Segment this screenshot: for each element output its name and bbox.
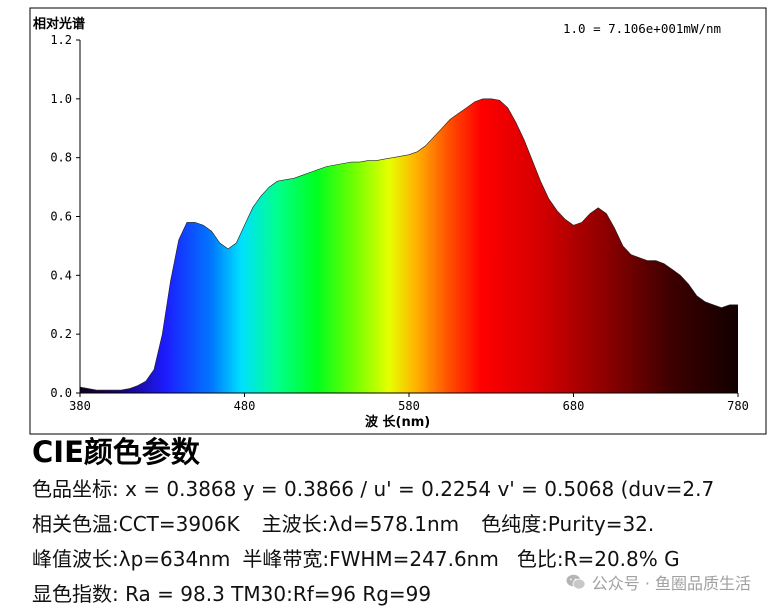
color-ratio: 色比:R=20.8% G (516, 547, 680, 571)
peak-wavelength: 峰值波长:λp=634nm (32, 547, 231, 571)
x-tick-label: 480 (234, 399, 256, 413)
fwhm-value: 半峰带宽:FWHM=247.6nm (242, 547, 499, 571)
watermark: 公众号 · 鱼圈品质生活 (566, 570, 751, 594)
y-tick-label: 0.0 (50, 386, 72, 400)
dominant-wavelength: 主波长:λd=578.1nm (261, 512, 460, 536)
cie-title: CIE颜色参数 (32, 435, 200, 469)
spectrum-area (80, 98, 738, 394)
spectrum-line (79, 98, 738, 391)
cie-parameters: CIE颜色参数 色品坐标: x = 0.3868 y = 0.3866 / u'… (32, 432, 771, 612)
watermark-text: 公众号 · 鱼圈品质生活 (591, 574, 751, 593)
x-tick-label: 780 (727, 399, 749, 413)
y-tick-label: 1.2 (50, 33, 72, 47)
chromaticity-line: 色品坐标: x = 0.3868 y = 0.3866 / u' = 0.225… (32, 477, 715, 501)
y-tick-label: 1.0 (50, 92, 72, 106)
y-ticks: 0.0 0.2 0.4 0.6 0.8 1.0 1.2 (50, 33, 80, 400)
color-purity: 色纯度:Purity=32. (481, 512, 655, 536)
cct-line: 相关色温:CCT=3906K 主波长:λd=578.1nm 色纯度:Purity=3… (32, 507, 771, 542)
peak-line: 峰值波长:λp=634nm 半峰带宽:FWHM=247.6nm 色比:R=20.8%… (32, 542, 771, 577)
x-tick-label: 680 (563, 399, 585, 413)
x-tick-label: 380 (69, 399, 91, 413)
cct-value: 相关色温:CCT=3906K (32, 512, 240, 536)
y-tick-label: 0.4 (50, 268, 72, 282)
x-ticks: 380 480 580 680 780 (69, 393, 749, 413)
x-axis-label: 波 长(nm) (365, 414, 430, 430)
scale-note: 1.0 = 7.106e+001mW/nm (563, 21, 721, 36)
y-tick-label: 0.8 (50, 151, 72, 165)
y-tick-label: 0.2 (50, 327, 72, 341)
plot-frame (29, 7, 767, 435)
chart-title: 相对光谱 (33, 16, 85, 32)
wechat-icon (566, 574, 586, 590)
x-tick-label: 580 (398, 399, 420, 413)
spectrum-chart: 相对光谱 1.0 = 7.106e+001mW/nm 0.00.20.40.60… (29, 7, 767, 435)
y-tick-label: 0.6 (50, 210, 72, 224)
color-rendering-line: 显色指数: Ra = 98.3 TM30:Rf=96 Rg=99 (32, 582, 432, 606)
